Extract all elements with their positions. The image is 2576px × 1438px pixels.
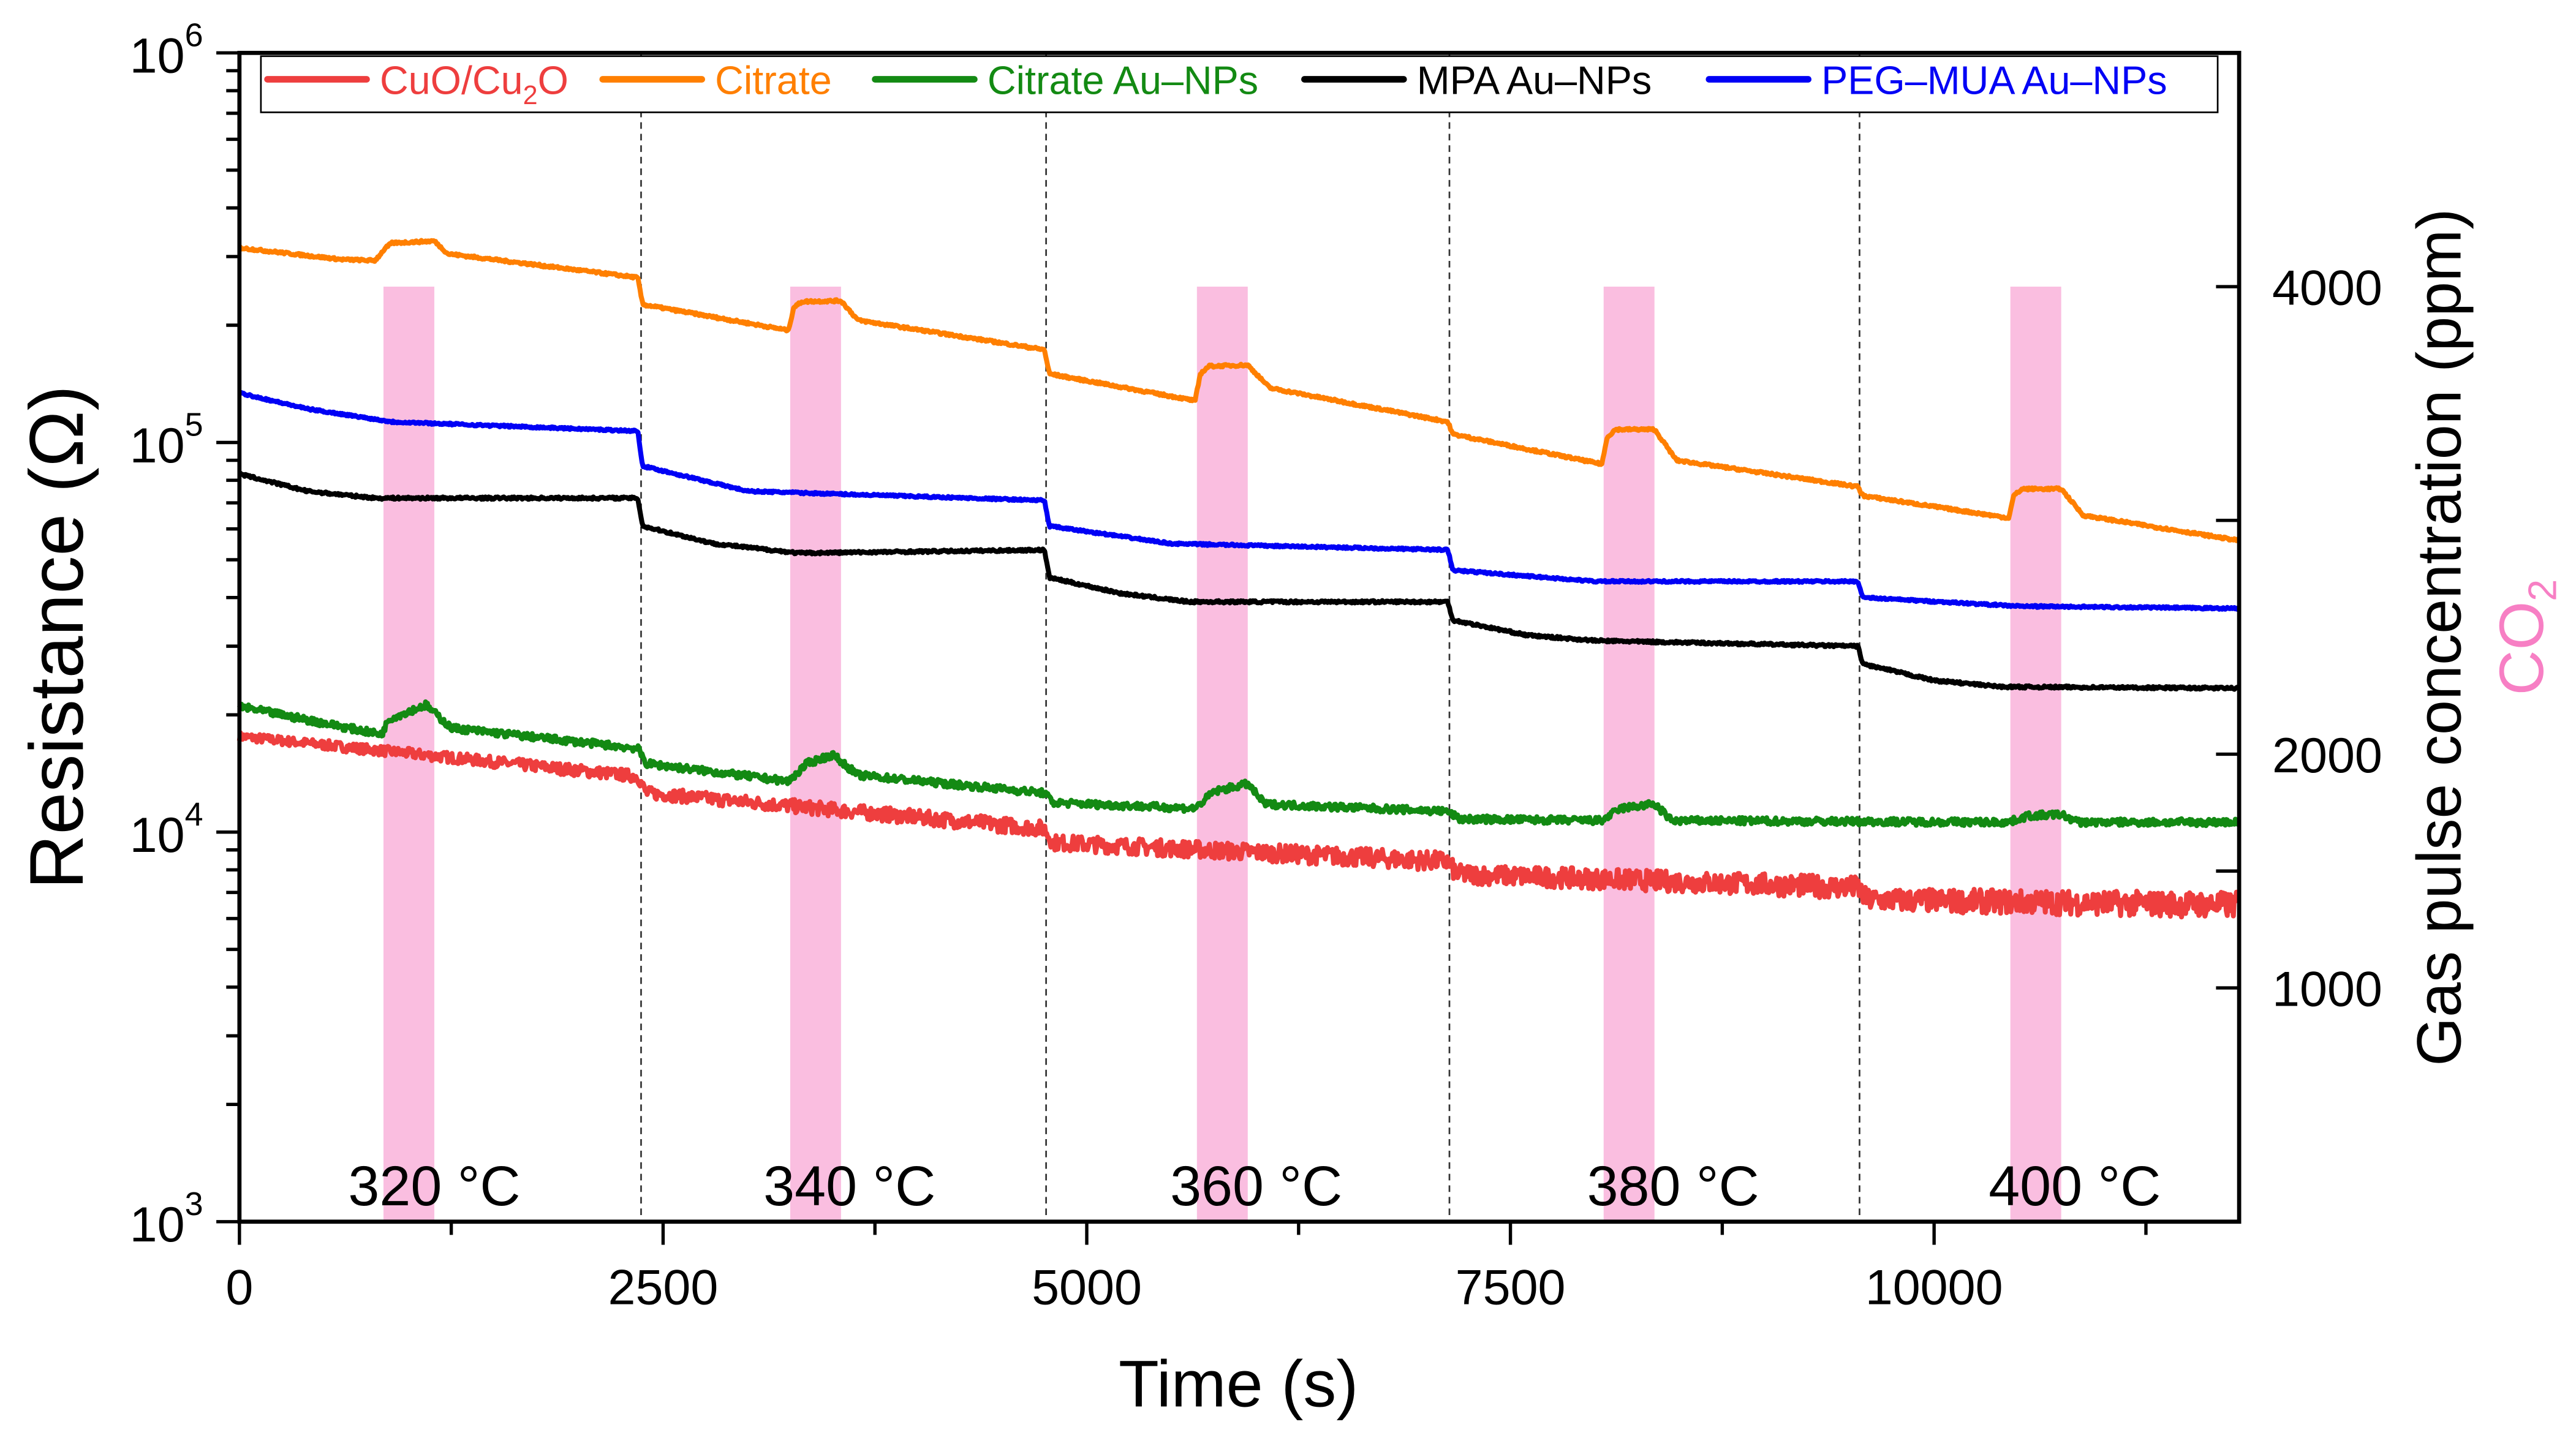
x-tick-label: 7500 bbox=[1456, 1260, 1566, 1316]
legend-label: PEG–MUA Au–NPs bbox=[1821, 58, 2167, 103]
temperature-label: 340 °C bbox=[763, 1155, 935, 1218]
legend-box bbox=[260, 55, 2219, 113]
gas-subscript: 2 bbox=[2520, 579, 2565, 601]
legend-label-text: Citrate Au–NPs bbox=[988, 58, 1258, 103]
y-axis-right: 1000 2000 4000 bbox=[2216, 261, 2382, 1017]
series-line-4 bbox=[238, 390, 2241, 612]
gas-name: CO bbox=[2486, 601, 2556, 696]
co2-pulse-band bbox=[1196, 287, 1248, 1222]
legend-label: Citrate bbox=[715, 58, 832, 103]
series-line-2 bbox=[237, 699, 2240, 829]
x-tick-label: 0 bbox=[225, 1260, 253, 1316]
legend: CuO/Cu2O Citrate Citrate Au–NPs MPA Au–NPs P… bbox=[260, 55, 2219, 113]
legend-label-text: PEG–MUA Au–NPs bbox=[1821, 58, 2167, 103]
temperature-label: 360 °C bbox=[1170, 1155, 1342, 1218]
y2-tick-label: 4000 bbox=[2272, 261, 2382, 316]
series-line-0 bbox=[236, 730, 2241, 920]
legend-label: CuO/Cu2O bbox=[380, 58, 568, 110]
temperature-label: 400 °C bbox=[1989, 1155, 2161, 1218]
x-tick-label: 5000 bbox=[1032, 1260, 1142, 1316]
y2-axis-gas-label: CO2 bbox=[2486, 579, 2565, 696]
y-tick-base: 10 bbox=[130, 808, 185, 863]
x-axis: 0 2500 5000 7500 10000 bbox=[225, 1221, 2148, 1316]
temperature-boundaries bbox=[640, 53, 1860, 1222]
temperature-label: 320 °C bbox=[348, 1155, 520, 1218]
y-tick-exponent: 4 bbox=[185, 796, 203, 833]
y-tick-exponent: 6 bbox=[185, 17, 203, 54]
y2-tick-label: 2000 bbox=[2272, 728, 2382, 783]
data-series bbox=[236, 238, 2241, 920]
y-tick-label: 106 bbox=[130, 17, 203, 84]
legend-label-suffix: O bbox=[538, 58, 568, 103]
plot-frame bbox=[237, 50, 2242, 1224]
legend-label: MPA Au–NPs bbox=[1417, 58, 1652, 103]
y-tick-label: 104 bbox=[130, 796, 203, 863]
temperature-labels: 320 °C 340 °C 360 °C 380 °C 400 °C bbox=[348, 1155, 2161, 1218]
legend-label-subscript: 2 bbox=[523, 81, 538, 110]
x-axis-title: Time (s) bbox=[1119, 1347, 1358, 1421]
y-tick-base: 10 bbox=[130, 1197, 185, 1252]
y2-tick-label: 1000 bbox=[2272, 962, 2382, 1017]
x-tick-label: 2500 bbox=[608, 1260, 718, 1316]
y-tick-exponent: 3 bbox=[185, 1186, 203, 1222]
co2-pulse-band bbox=[2010, 287, 2061, 1222]
legend-label: Citrate Au–NPs bbox=[988, 58, 1258, 103]
legend-label-text: MPA Au–NPs bbox=[1417, 58, 1652, 103]
y-axis-title: Resistance (Ω) bbox=[15, 385, 99, 889]
y-tick-exponent: 5 bbox=[185, 407, 203, 443]
y-tick-label: 103 bbox=[130, 1186, 203, 1252]
temperature-label: 380 °C bbox=[1587, 1155, 1759, 1218]
y-tick-base: 10 bbox=[130, 418, 185, 473]
co2-pulse-band bbox=[1603, 287, 1655, 1222]
series-line-1 bbox=[238, 238, 2241, 543]
legend-label-text: CuO/Cu bbox=[380, 58, 523, 103]
y2-axis-title: Gas pulse concentration (ppm) bbox=[2403, 208, 2474, 1066]
legend-label-text: Citrate bbox=[715, 58, 832, 103]
series-line-3 bbox=[237, 470, 2240, 692]
x-tick-label: 10000 bbox=[1865, 1260, 2003, 1316]
y-tick-label: 105 bbox=[130, 407, 203, 473]
co2-pulse-bands bbox=[383, 287, 2061, 1222]
y-tick-base: 10 bbox=[130, 29, 185, 84]
